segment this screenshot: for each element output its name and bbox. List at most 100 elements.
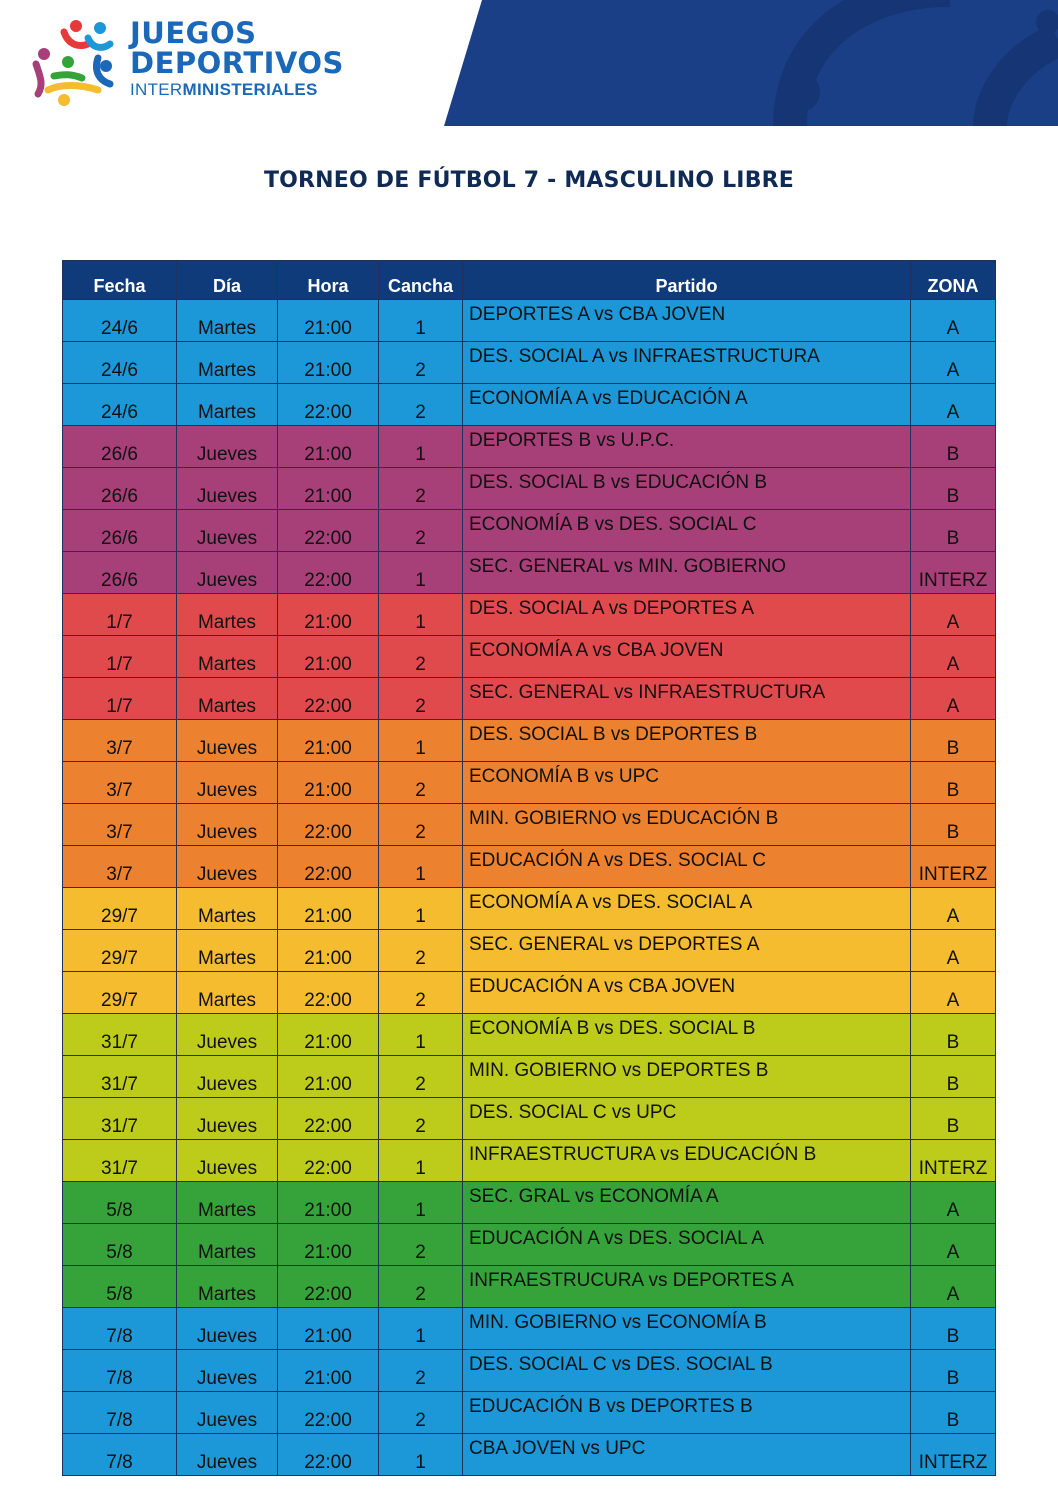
- cell-fecha: 3/7: [62, 719, 177, 762]
- cell-hora: 21:00: [277, 467, 379, 510]
- cell-partido: SEC. GENERAL vs INFRAESTRUCTURA: [462, 677, 911, 720]
- cell-zona: A: [910, 593, 996, 636]
- cell-dia: Martes: [176, 887, 278, 930]
- cell-partido: MIN. GOBIERNO vs EDUCACIÓN B: [462, 803, 911, 846]
- table-row: 26/6 Jueves 21:00 2 DES. SOCIAL B vs EDUCACI…: [62, 467, 996, 510]
- cell-zona: B: [910, 1013, 996, 1056]
- cell-hora: 22:00: [277, 1433, 379, 1476]
- cell-dia: Jueves: [176, 467, 278, 510]
- cell-partido: MIN. GOBIERNO vs DEPORTES B: [462, 1055, 911, 1098]
- cell-cancha: 2: [378, 635, 463, 678]
- cell-partido: SEC. GENERAL vs MIN. GOBIERNO: [462, 551, 911, 594]
- cell-hora: 21:00: [277, 1013, 379, 1056]
- table-row: 5/8 Martes 22:00 2 INFRAESTRUCURA vs DEPORTE…: [62, 1265, 996, 1308]
- schedule-table-body: 24/6 Martes 21:00 1 DEPORTES A vs CBA JOVEN A…: [62, 299, 996, 1476]
- cell-fecha: 24/6: [62, 341, 177, 384]
- table-row: 31/7 Jueves 21:00 1 ECONOMÍA B vs DES. SOCIA…: [62, 1013, 996, 1056]
- cell-cancha: 2: [378, 383, 463, 426]
- cell-zona: B: [910, 509, 996, 552]
- cell-zona: B: [910, 1097, 996, 1140]
- cell-zona: A: [910, 971, 996, 1014]
- cell-hora: 21:00: [277, 887, 379, 930]
- cell-cancha: 2: [378, 971, 463, 1014]
- logo-line-juegos: JUEGOS: [130, 16, 257, 50]
- cell-cancha: 1: [378, 299, 463, 342]
- cell-cancha: 2: [378, 803, 463, 846]
- cell-zona: B: [910, 467, 996, 510]
- logo-figures-icon: [32, 20, 114, 106]
- cell-fecha: 1/7: [62, 677, 177, 720]
- cell-dia: Jueves: [176, 1055, 278, 1098]
- cell-cancha: 2: [378, 1265, 463, 1308]
- table-row: 29/7 Martes 21:00 1 ECONOMÍA A vs DES. SOCIA…: [62, 887, 996, 930]
- logo-line-interministeriales: INTERMINISTERIALES: [130, 78, 344, 102]
- cell-zona: A: [910, 1265, 996, 1308]
- table-row: 26/6 Jueves 22:00 1 SEC. GENERAL vs MIN. GOB…: [62, 551, 996, 594]
- cell-fecha: 1/7: [62, 635, 177, 678]
- cell-cancha: 1: [378, 1139, 463, 1182]
- cell-partido: CBA JOVEN vs UPC: [462, 1433, 911, 1476]
- cell-hora: 22:00: [277, 677, 379, 720]
- cell-cancha: 1: [378, 719, 463, 762]
- table-row: 31/7 Jueves 22:00 2 DES. SOCIAL C vs UPC B: [62, 1097, 996, 1140]
- cell-zona: INTERZ: [910, 1139, 996, 1182]
- table-row: 26/6 Jueves 21:00 1 DEPORTES B vs U.P.C. B: [62, 425, 996, 468]
- cell-cancha: 2: [378, 1055, 463, 1098]
- cell-hora: 22:00: [277, 803, 379, 846]
- table-row: 3/7 Jueves 21:00 2 ECONOMÍA B vs UPC B: [62, 761, 996, 804]
- cell-partido: SEC. GRAL vs ECONOMÍA A: [462, 1181, 911, 1224]
- cell-zona: INTERZ: [910, 845, 996, 888]
- cell-partido: ECONOMÍA B vs UPC: [462, 761, 911, 804]
- cell-hora: 21:00: [277, 1223, 379, 1266]
- cell-dia: Jueves: [176, 1013, 278, 1056]
- cell-cancha: 1: [378, 425, 463, 468]
- cell-zona: B: [910, 425, 996, 468]
- cell-dia: Martes: [176, 929, 278, 972]
- cell-hora: 22:00: [277, 1139, 379, 1182]
- cell-fecha: 29/7: [62, 971, 177, 1014]
- cell-fecha: 29/7: [62, 929, 177, 972]
- cell-zona: A: [910, 929, 996, 972]
- table-row: 3/7 Jueves 22:00 1 EDUCACIÓN A vs DES. SOCIA…: [62, 845, 996, 888]
- cell-dia: Martes: [176, 635, 278, 678]
- cell-fecha: 31/7: [62, 1013, 177, 1056]
- cell-hora: 21:00: [277, 1349, 379, 1392]
- cell-dia: Jueves: [176, 425, 278, 468]
- cell-hora: 22:00: [277, 551, 379, 594]
- schedule-table: Fecha Día Hora Cancha Partido ZONA 24/6 M…: [62, 260, 996, 1476]
- cell-cancha: 1: [378, 845, 463, 888]
- cell-dia: Martes: [176, 1223, 278, 1266]
- cell-fecha: 24/6: [62, 383, 177, 426]
- cell-partido: INFRAESTRUCTURA vs EDUCACIÓN B: [462, 1139, 911, 1182]
- table-row: 3/7 Jueves 21:00 1 DES. SOCIAL B vs DEPORTES…: [62, 719, 996, 762]
- table-row: 7/8 Jueves 21:00 1 MIN. GOBIERNO vs ECONOMÍA…: [62, 1307, 996, 1350]
- cell-zona: A: [910, 341, 996, 384]
- cell-partido: ECONOMÍA A vs EDUCACIÓN A: [462, 383, 911, 426]
- cell-dia: Jueves: [176, 509, 278, 552]
- cell-partido: ECONOMÍA A vs DES. SOCIAL A: [462, 887, 911, 930]
- table-row: 1/7 Martes 22:00 2 SEC. GENERAL vs INFRAESTR…: [62, 677, 996, 720]
- cell-fecha: 3/7: [62, 803, 177, 846]
- table-row: 24/6 Martes 21:00 2 DES. SOCIAL A vs INFRAES…: [62, 341, 996, 384]
- cell-hora: 22:00: [277, 1391, 379, 1434]
- table-row: 26/6 Jueves 22:00 2 ECONOMÍA B vs DES. SOCIA…: [62, 509, 996, 552]
- cell-dia: Jueves: [176, 1097, 278, 1140]
- cell-hora: 22:00: [277, 1265, 379, 1308]
- cell-cancha: 2: [378, 1349, 463, 1392]
- cell-partido: ECONOMÍA B vs DES. SOCIAL C: [462, 509, 911, 552]
- cell-zona: A: [910, 635, 996, 678]
- cell-hora: 21:00: [277, 1307, 379, 1350]
- cell-cancha: 2: [378, 1223, 463, 1266]
- table-row: 7/8 Jueves 22:00 1 CBA JOVEN vs UPC INTERZ: [62, 1433, 996, 1476]
- cell-zona: B: [910, 1349, 996, 1392]
- table-row: 24/6 Martes 22:00 2 ECONOMÍA A vs EDUCACIÓN …: [62, 383, 996, 426]
- cell-partido: DES. SOCIAL B vs DEPORTES B: [462, 719, 911, 762]
- cell-dia: Martes: [176, 1181, 278, 1224]
- cell-fecha: 26/6: [62, 509, 177, 552]
- cell-cancha: 2: [378, 761, 463, 804]
- table-row: 7/8 Jueves 21:00 2 DES. SOCIAL C vs DES. SOC…: [62, 1349, 996, 1392]
- cell-zona: B: [910, 1055, 996, 1098]
- cell-partido: DES. SOCIAL C vs DES. SOCIAL B: [462, 1349, 911, 1392]
- cell-cancha: 2: [378, 341, 463, 384]
- cell-partido: EDUCACIÓN A vs DES. SOCIAL C: [462, 845, 911, 888]
